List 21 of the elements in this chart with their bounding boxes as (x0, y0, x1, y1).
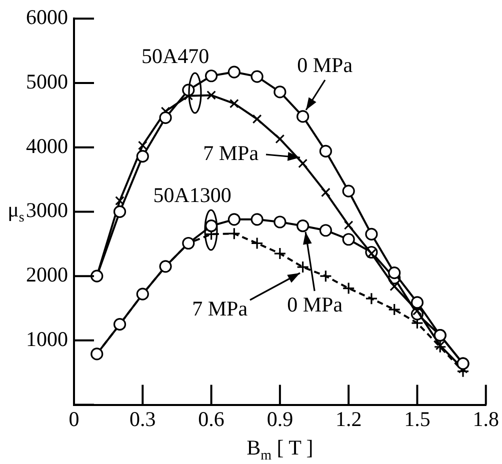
x-tick-label: 1.2 (335, 406, 362, 431)
x-tick-label: 1.8 (472, 406, 499, 431)
x-tick-label: 1.5 (404, 406, 430, 431)
x-tick-label: 0.6 (198, 406, 224, 431)
x-tick-label: 0.9 (266, 406, 294, 431)
y-tick-label: 5000 (26, 69, 68, 94)
x-tick-label: 0 (68, 406, 80, 431)
x-tick-label: 0.3 (130, 406, 156, 431)
y-tick-label: 3000 (26, 198, 68, 222)
y-tick-label: 6000 (26, 5, 68, 30)
y-axis-title: μ$_{s}$ (8, 197, 24, 226)
annotation: 50A1300 (153, 183, 232, 208)
annotation: 0 MPa (287, 292, 344, 316)
annotation: 7 MPa (192, 296, 248, 321)
annotation: 7 MPa (203, 140, 260, 165)
annotation: 0 MPa (297, 52, 354, 77)
y-tick-label: 1000 (26, 326, 68, 351)
y-tick-label: 4000 (26, 134, 68, 158)
x-axis-title: B$_{m}$ [ T ] (246, 435, 314, 464)
annotation: 50A470 (141, 44, 210, 68)
y-tick-label: 2000 (26, 262, 68, 287)
